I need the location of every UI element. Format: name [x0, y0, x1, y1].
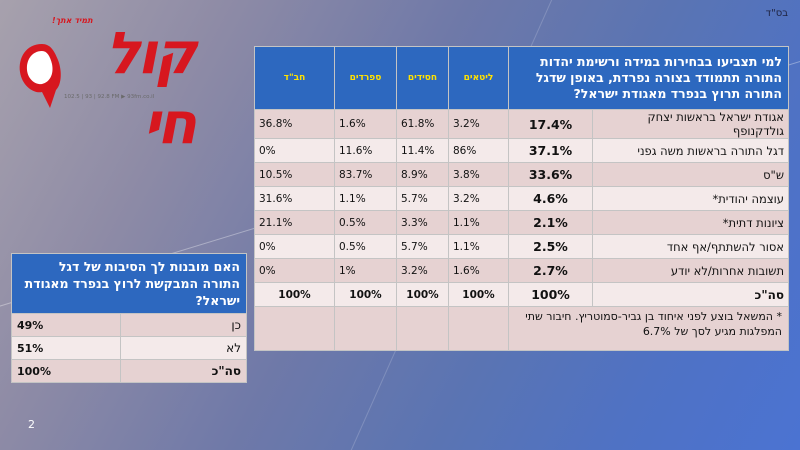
reasons-understood-table: האם מובנות לך הסיבות של דגל התורה המבקשת… — [10, 253, 248, 383]
cell-value: 5.7% — [396, 186, 449, 211]
column-header: ליטאים — [448, 46, 509, 110]
column-header: ספרדים — [334, 46, 397, 110]
total-value: 2.1% — [508, 210, 593, 235]
cell-value: 61.8% — [396, 109, 449, 139]
cell-value: 1.1% — [448, 234, 509, 259]
cell-value: 1.6% — [448, 258, 509, 283]
table-total-row: סה"כ 100% — [10, 359, 248, 383]
cell-value: 31.6% — [254, 186, 335, 211]
cell-value: 0.5% — [334, 210, 397, 235]
party-label: דגל התורה בראשות משה גפני — [592, 138, 789, 163]
cell-value: 3.2% — [448, 186, 509, 211]
cell-value: 21.1% — [254, 210, 335, 235]
cell-value: 1.6% — [334, 109, 397, 139]
main-question: למי תצביעו בבחירות במידה ורשימת יהדות הת… — [508, 46, 789, 110]
party-label: אגודת ישראל בראשות יצחק גולדקנופף — [592, 109, 789, 139]
voting-intention-table: למי תצביעו בבחירות במידה ורשימת יהדות הת… — [254, 46, 789, 351]
total-value: 2.7% — [508, 258, 593, 283]
column-header: חב"ד — [254, 46, 335, 110]
cell-value: 8.9% — [396, 162, 449, 187]
logo-speech-bubble-icon — [19, 44, 61, 108]
party-label: ציונות דתית* — [592, 210, 789, 235]
cell-value: 5.7% — [396, 234, 449, 259]
total-value: 4.6% — [508, 186, 593, 211]
total-value: 100% — [508, 282, 593, 307]
total-value: 37.1% — [508, 138, 593, 163]
logo-tagline: תמיד אתך! — [52, 16, 93, 25]
cell-value: 100% — [254, 282, 335, 307]
top-right-text: בס"ד — [765, 8, 788, 19]
answer-label: כן — [120, 313, 248, 337]
cell-value: 3.2% — [448, 109, 509, 139]
total-label: סה"כ — [592, 282, 789, 307]
cell-value: 10.5% — [254, 162, 335, 187]
total-value: 100% — [10, 359, 122, 383]
cell-value: 83.7% — [334, 162, 397, 187]
table-row: ציונות דתית* 2.1% 1.1% 3.3% 0.5% 21.1% — [254, 210, 789, 235]
cell-value: 1% — [334, 258, 397, 283]
cell-value: 0.5% — [334, 234, 397, 259]
party-label: ש"ס — [592, 162, 789, 187]
table-row: תשובות אחרות/לא יודע 2.7% 1.6% 3.2% 1% 0… — [254, 258, 789, 283]
cell-value: 0% — [254, 234, 335, 259]
total-value: 17.4% — [508, 109, 593, 139]
slide-number: 2 — [28, 418, 35, 431]
answer-value: 49% — [10, 313, 122, 337]
party-label: אסור להשתתף/אף אחד — [592, 234, 789, 259]
table-row: לא 51% — [10, 336, 248, 360]
side-table-header: האם מובנות לך הסיבות של דגל התורה המבקשת… — [10, 253, 248, 314]
total-label: סה"כ — [120, 359, 248, 383]
side-question: האם מובנות לך הסיבות של דגל התורה המבקשת… — [10, 253, 248, 314]
cell-value: 3.8% — [448, 162, 509, 187]
table-total-row: סה"כ 100% 100% 100% 100% 100% — [254, 282, 789, 307]
cell-value: 100% — [448, 282, 509, 307]
column-header: חסידים — [396, 46, 449, 110]
cell-value: 0% — [254, 138, 335, 163]
table-row: כן 49% — [10, 313, 248, 337]
kol-chai-logo: תמיד אתך! קול חי 102.5 | 93 | 92.8 FM ▶ … — [12, 14, 197, 157]
cell-value: 36.8% — [254, 109, 335, 139]
cell-value: 11.6% — [334, 138, 397, 163]
total-value: 2.5% — [508, 234, 593, 259]
cell-value: 1.1% — [334, 186, 397, 211]
table-row: אסור להשתתף/אף אחד 2.5% 1.1% 5.7% 0.5% 0… — [254, 234, 789, 259]
cell-value: 0% — [254, 258, 335, 283]
cell-value: 100% — [334, 282, 397, 307]
logo-frequencies: 102.5 | 93 | 92.8 FM ▶ 93fm.co.il — [64, 94, 155, 100]
total-value: 33.6% — [508, 162, 593, 187]
table-row: דגל התורה בראשות משה גפני 37.1% 86% 11.4… — [254, 138, 789, 163]
table-row: ש"ס 33.6% 3.8% 8.9% 83.7% 10.5% — [254, 162, 789, 187]
cell-value: 100% — [396, 282, 449, 307]
cell-value: 3.3% — [396, 210, 449, 235]
party-label: תשובות אחרות/לא יודע — [592, 258, 789, 283]
footnote-row: * המשאל בוצע לפני איחוד בן גביר-סמוטריץ.… — [254, 306, 789, 351]
party-label: עוצמה יהודית* — [592, 186, 789, 211]
cell-value: 1.1% — [448, 210, 509, 235]
answer-label: לא — [120, 336, 248, 360]
cell-value: 3.2% — [396, 258, 449, 283]
footnote: * המשאל בוצע לפני איחוד בן גביר-סמוטריץ.… — [508, 306, 789, 351]
table-row: אגודת ישראל בראשות יצחק גולדקנופף 17.4% … — [254, 109, 789, 139]
table-header-row: למי תצביעו בבחירות במידה ורשימת יהדות הת… — [254, 46, 789, 110]
cell-value: 86% — [448, 138, 509, 163]
cell-value: 11.4% — [396, 138, 449, 163]
table-row: עוצמה יהודית* 4.6% 3.2% 5.7% 1.1% 31.6% — [254, 186, 789, 211]
answer-value: 51% — [10, 336, 122, 360]
logo-wordmark: קול חי — [105, 19, 197, 157]
